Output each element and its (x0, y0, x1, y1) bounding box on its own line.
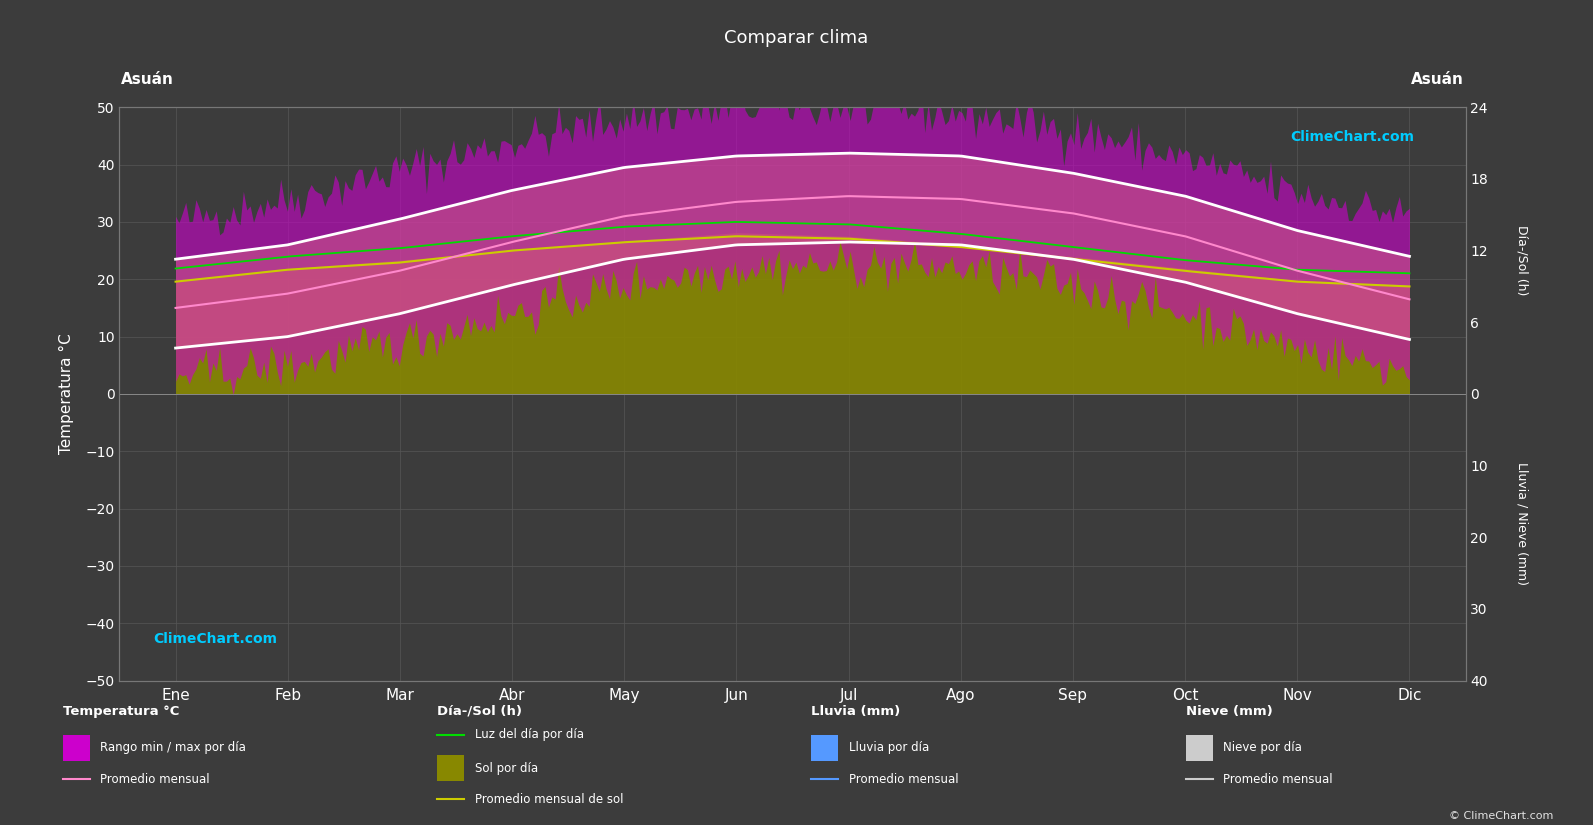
Text: ClimeChart.com: ClimeChart.com (153, 632, 277, 646)
Bar (811, 735, 838, 761)
Text: Promedio mensual: Promedio mensual (100, 772, 210, 785)
Text: Temperatura °C: Temperatura °C (62, 705, 178, 718)
Text: ClimeChart.com: ClimeChart.com (1290, 130, 1415, 144)
Text: Nieve por día: Nieve por día (1223, 742, 1301, 754)
Text: Asuán: Asuán (121, 72, 174, 87)
Text: Sol por día: Sol por día (475, 761, 538, 775)
Text: Nieve (mm): Nieve (mm) (1185, 705, 1273, 718)
Text: Promedio mensual de sol: Promedio mensual de sol (475, 793, 623, 806)
Bar (62, 735, 89, 761)
Text: Lluvia por día: Lluvia por día (849, 742, 929, 754)
Bar (436, 755, 464, 781)
Text: Promedio mensual: Promedio mensual (1223, 772, 1333, 785)
Bar (1185, 735, 1212, 761)
Text: © ClimeChart.com: © ClimeChart.com (1448, 811, 1553, 821)
Text: Luz del día por día: Luz del día por día (475, 728, 583, 741)
Text: Día-/Sol (h): Día-/Sol (h) (1515, 224, 1529, 295)
Y-axis label: Temperatura °C: Temperatura °C (59, 333, 75, 455)
Text: Asuán: Asuán (1411, 72, 1464, 87)
Text: Lluvia / Nieve (mm): Lluvia / Nieve (mm) (1515, 462, 1529, 586)
Text: Día-/Sol (h): Día-/Sol (h) (436, 705, 523, 718)
Text: Promedio mensual: Promedio mensual (849, 772, 959, 785)
Text: Lluvia (mm): Lluvia (mm) (811, 705, 900, 718)
Text: Comparar clima: Comparar clima (725, 29, 868, 47)
Text: Rango min / max por día: Rango min / max por día (100, 742, 245, 754)
